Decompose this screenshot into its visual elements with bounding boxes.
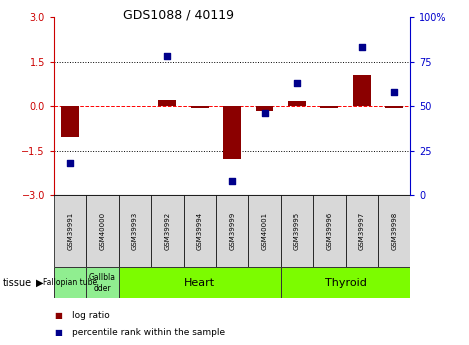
Bar <box>119 267 281 298</box>
Text: log ratio: log ratio <box>72 311 109 320</box>
Text: Heart: Heart <box>184 278 215 288</box>
Text: tissue: tissue <box>2 278 31 288</box>
Text: GDS1088 / 40119: GDS1088 / 40119 <box>123 9 234 22</box>
Bar <box>86 195 119 267</box>
Bar <box>346 195 378 267</box>
Bar <box>378 195 410 267</box>
Text: ■: ■ <box>54 328 62 337</box>
Text: Gallbla
dder: Gallbla dder <box>89 273 116 293</box>
Point <box>358 45 365 50</box>
Bar <box>313 195 346 267</box>
Text: Fallopian tube: Fallopian tube <box>43 278 97 287</box>
Text: ■: ■ <box>54 311 62 320</box>
Bar <box>86 267 119 298</box>
Bar <box>191 106 209 108</box>
Bar <box>223 106 241 159</box>
Text: GSM39997: GSM39997 <box>359 212 365 250</box>
Bar <box>151 195 183 267</box>
Text: GSM39992: GSM39992 <box>164 212 170 250</box>
Bar <box>281 267 410 298</box>
Bar <box>249 195 281 267</box>
Bar <box>320 106 338 108</box>
Text: GSM40001: GSM40001 <box>262 212 267 250</box>
Point <box>261 110 268 116</box>
Point <box>67 160 74 166</box>
Text: GSM39999: GSM39999 <box>229 212 235 250</box>
Bar <box>216 195 249 267</box>
Text: Thyroid: Thyroid <box>325 278 366 288</box>
Bar <box>183 195 216 267</box>
Text: percentile rank within the sample: percentile rank within the sample <box>72 328 225 337</box>
Text: GSM39991: GSM39991 <box>67 212 73 250</box>
Bar <box>353 75 371 106</box>
Bar <box>159 100 176 106</box>
Point <box>228 178 236 184</box>
Text: GSM39995: GSM39995 <box>294 212 300 250</box>
Text: ▶: ▶ <box>36 278 44 288</box>
Text: GSM40000: GSM40000 <box>99 212 106 250</box>
Bar <box>256 106 273 110</box>
Text: GSM39993: GSM39993 <box>132 212 138 250</box>
Bar <box>61 106 79 137</box>
Text: GSM39998: GSM39998 <box>391 212 397 250</box>
Bar <box>54 267 86 298</box>
Point <box>164 53 171 59</box>
Point <box>390 89 398 95</box>
Text: GSM39996: GSM39996 <box>326 212 333 250</box>
Point <box>293 80 301 86</box>
Bar <box>288 101 306 106</box>
Bar <box>385 106 403 108</box>
Bar <box>281 195 313 267</box>
Bar <box>119 195 151 267</box>
Bar <box>54 195 86 267</box>
Text: GSM39994: GSM39994 <box>197 212 203 250</box>
